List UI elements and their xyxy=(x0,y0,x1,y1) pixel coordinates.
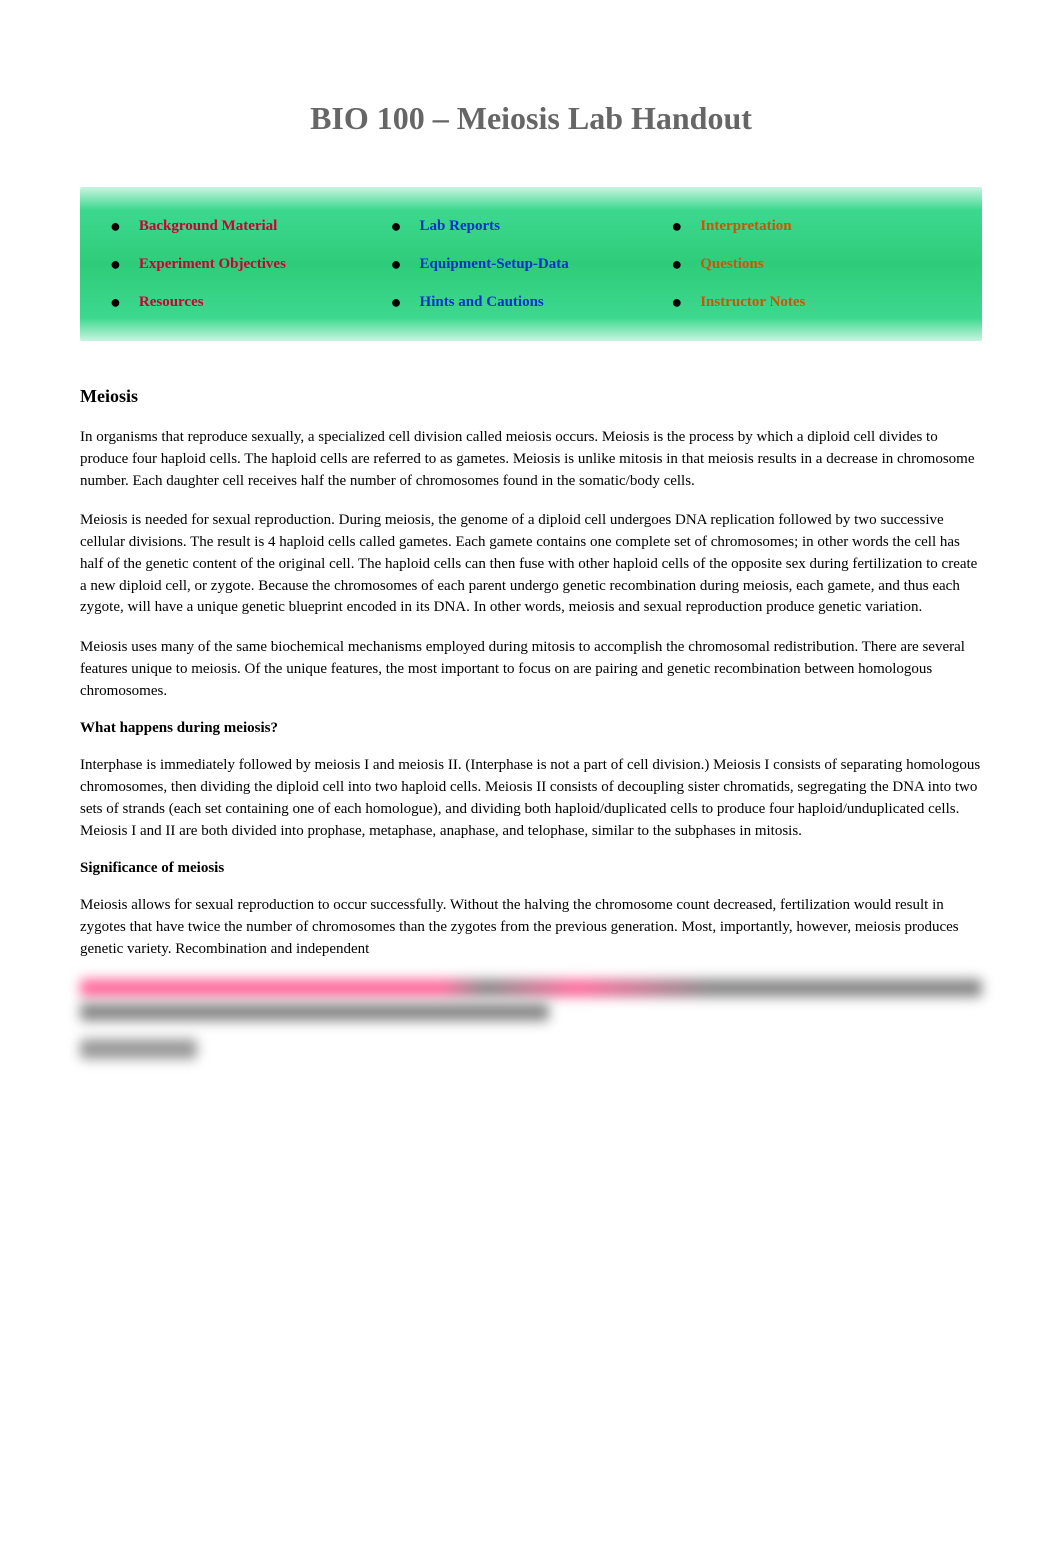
nav-link-questions[interactable]: Questions xyxy=(700,256,763,273)
nav-link-lab-reports[interactable]: Lab Reports xyxy=(420,218,500,235)
nav-row: ● Experiment Objectives ● Equipment-Setu… xyxy=(110,245,952,283)
nav-item: ● Background Material xyxy=(110,217,391,235)
nav-row: ● Resources ● Hints and Cautions ● Instr… xyxy=(110,283,952,321)
nav-item: ● Lab Reports xyxy=(391,217,672,235)
blurred-line xyxy=(80,1039,197,1059)
blurred-line xyxy=(80,1003,549,1021)
bullet-icon: ● xyxy=(671,293,682,311)
nav-link-objectives[interactable]: Experiment Objectives xyxy=(139,256,286,273)
nav-link-background[interactable]: Background Material xyxy=(139,218,277,235)
nav-item: ● Equipment-Setup-Data xyxy=(391,255,672,273)
subheading-significance: Significance of meiosis xyxy=(80,860,982,877)
bullet-icon: ● xyxy=(391,255,402,273)
paragraph: Meiosis is needed for sexual reproductio… xyxy=(80,510,982,619)
nav-link-interpretation[interactable]: Interpretation xyxy=(700,218,791,235)
nav-link-equipment[interactable]: Equipment-Setup-Data xyxy=(420,256,569,273)
nav-link-instructor[interactable]: Instructor Notes xyxy=(700,294,805,311)
subheading-what-happens: What happens during meiosis? xyxy=(80,720,982,737)
bullet-icon: ● xyxy=(391,217,402,235)
nav-item: ● Instructor Notes xyxy=(671,293,952,311)
paragraph: In organisms that reproduce sexually, a … xyxy=(80,427,982,492)
paragraph: Meiosis uses many of the same biochemica… xyxy=(80,637,982,702)
nav-link-hints[interactable]: Hints and Cautions xyxy=(420,294,544,311)
nav-item: ● Resources xyxy=(110,293,391,311)
bullet-icon: ● xyxy=(110,255,121,273)
section-heading-meiosis: Meiosis xyxy=(80,386,982,407)
bullet-icon: ● xyxy=(391,293,402,311)
navigation-box: ● Background Material ● Lab Reports ● In… xyxy=(80,187,982,341)
page-title: BIO 100 – Meiosis Lab Handout xyxy=(80,100,982,137)
nav-item: ● Questions xyxy=(671,255,952,273)
blurred-line xyxy=(80,979,982,997)
nav-item: ● Hints and Cautions xyxy=(391,293,672,311)
bullet-icon: ● xyxy=(110,217,121,235)
nav-item: ● Experiment Objectives xyxy=(110,255,391,273)
nav-row: ● Background Material ● Lab Reports ● In… xyxy=(110,207,952,245)
paragraph: Meiosis allows for sexual reproduction t… xyxy=(80,895,982,960)
bullet-icon: ● xyxy=(671,217,682,235)
paragraph: Interphase is immediately followed by me… xyxy=(80,755,982,842)
bullet-icon: ● xyxy=(110,293,121,311)
nav-link-resources[interactable]: Resources xyxy=(139,294,204,311)
blurred-preview-content xyxy=(80,979,982,1059)
nav-item: ● Interpretation xyxy=(671,217,952,235)
bullet-icon: ● xyxy=(671,255,682,273)
